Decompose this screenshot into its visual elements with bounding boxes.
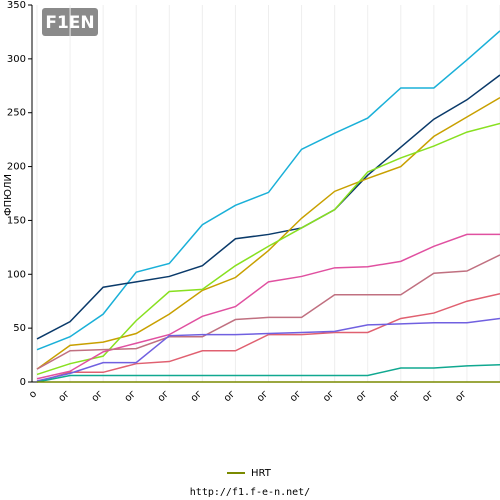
series-line (36, 317, 500, 382)
y-tick-label: 100 (7, 269, 26, 280)
x-tick-label: ог (156, 388, 172, 404)
y-tick-label: 350 (7, 0, 26, 11)
x-tick-label: о (27, 388, 39, 400)
x-tick-label: ог (56, 388, 72, 404)
y-axis-label: ФПЮЛИ (3, 174, 14, 216)
x-tick-label: ог (420, 388, 436, 404)
y-tick-label: 50 (13, 323, 26, 334)
series-line (36, 254, 500, 370)
y-tick-label: 300 (7, 54, 26, 65)
x-tick-label: ог (288, 388, 304, 404)
series-line (36, 292, 500, 383)
y-tick-label: 0 (20, 377, 26, 388)
series-line (36, 364, 500, 383)
x-tick-label: ог (123, 388, 139, 404)
x-tick-label: ог (222, 388, 238, 404)
x-tick-label: ог (189, 388, 205, 404)
y-tick-label: 250 (7, 108, 26, 119)
series-line (36, 30, 500, 351)
x-tick-label: ог (453, 388, 469, 404)
series-line (36, 122, 500, 376)
x-tick-label: ог (255, 388, 271, 404)
x-tick-label: ог (90, 388, 106, 404)
legend-label: HRT (251, 468, 272, 479)
x-tick-label: ог (321, 388, 337, 404)
footer: http://f1.f-e-n.net/ (190, 487, 310, 498)
series-line (36, 74, 500, 340)
series-line (36, 96, 500, 370)
y-tick-label: 150 (7, 215, 26, 226)
x-tick-label: ог (354, 388, 370, 404)
y-tick-label: 200 (7, 162, 26, 173)
x-tick-label: ог (387, 388, 403, 404)
